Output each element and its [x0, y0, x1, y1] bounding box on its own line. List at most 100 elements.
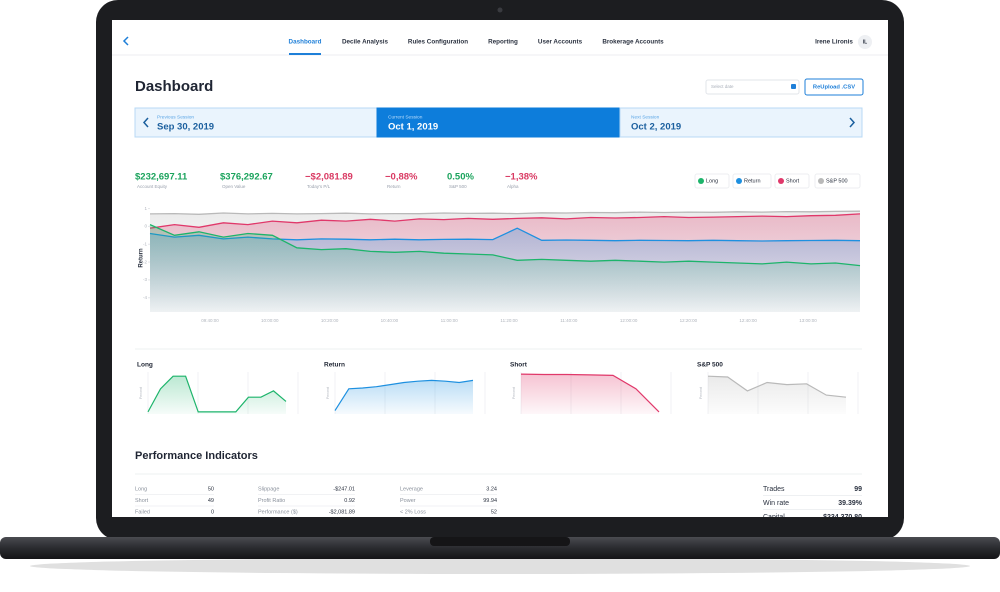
nav-item[interactable]: Dashboard [289, 39, 322, 46]
mini-chart-title: Long [137, 362, 153, 369]
metric-label: Performance ($) [258, 509, 298, 515]
shadow [30, 558, 970, 574]
metric-value: 50 [208, 486, 214, 492]
section-title: Performance Indicators [135, 450, 258, 462]
legend-label: S&P 500 [826, 178, 848, 184]
mini-y-label: Percent [512, 387, 516, 399]
mini-y-label: Percent [699, 387, 703, 399]
stat-value: 0.50% [447, 172, 474, 183]
laptop-base [0, 537, 1000, 559]
stat-label: Alpha [507, 184, 519, 189]
y-tick-label: 1 [144, 206, 147, 211]
nav-item[interactable]: Rules Configuration [408, 39, 468, 46]
nav-item[interactable]: Brokerage Accounts [602, 39, 664, 46]
nav-item[interactable]: Decile Analysis [342, 39, 388, 46]
y-axis-label: Return [139, 248, 145, 268]
metric-label: < 2% Loss [400, 509, 426, 515]
metric-label: Slippage [258, 486, 279, 492]
nav-active-underline [289, 53, 321, 55]
y-tick-label: -2 [143, 259, 147, 264]
screen-content: Dashboard Decile Analysis Rules Configurat… [112, 35, 888, 521]
series-line [520, 373, 660, 413]
mini-chart-title: Return [324, 362, 345, 369]
series-area [335, 380, 473, 414]
x-tick-label: 11:00:00 [441, 318, 459, 323]
metric-value: 52 [491, 509, 497, 515]
avatar[interactable] [858, 35, 872, 49]
legend-item[interactable] [694, 173, 730, 189]
summary-value: $234,370.80 [823, 514, 862, 521]
metric-label: Leverage [400, 486, 423, 492]
metric-label: Profit Ratio [258, 498, 285, 504]
session-label: Next Session [631, 114, 660, 120]
y-tick-label: -4 [143, 295, 147, 300]
stat-label: Return [387, 184, 401, 189]
metric-value: 3.24 [486, 486, 497, 492]
camera [497, 7, 503, 13]
upload-button[interactable] [804, 78, 864, 96]
stat-label: Today's P/L [307, 184, 331, 189]
x-tick-label: 10:20:00 [321, 318, 339, 323]
stat-value: −1,38% [505, 172, 538, 183]
x-tick-label: 10:40:00 [381, 318, 399, 323]
session-label: Current Session [388, 114, 423, 120]
metric-value: -$247.01 [333, 486, 355, 492]
metric-label: Failed [135, 509, 150, 515]
summary-label: Capital [763, 514, 785, 521]
mini-y-label: Percent [326, 387, 330, 399]
series-line [149, 213, 861, 229]
legend-swatch [818, 178, 824, 184]
nav-item[interactable]: User Accounts [538, 39, 583, 46]
metric-value: 0.92 [344, 498, 355, 504]
stat-value: −$2,081.89 [305, 172, 353, 183]
session-label: Previous Session [157, 114, 194, 120]
session-date: Oct 1, 2019 [388, 122, 438, 133]
metric-value: 99.94 [483, 498, 497, 504]
session-tab[interactable] [619, 107, 863, 138]
legend-label: Short [786, 178, 800, 184]
summary-label: Win rate [763, 500, 789, 507]
date-input[interactable] [705, 79, 800, 95]
series-line [149, 224, 861, 267]
nav-item[interactable]: Reporting [488, 39, 518, 46]
x-tick-label: 13:00:00 [799, 318, 817, 323]
next-arrow[interactable] [849, 117, 856, 128]
x-tick-label: 12:00:00 [620, 318, 638, 323]
legend-item[interactable] [732, 173, 772, 189]
session-tab[interactable] [134, 107, 378, 138]
metric-label: Power [400, 498, 416, 504]
x-tick-label: 11:40:00 [560, 318, 578, 323]
metric-label: Short [135, 498, 149, 504]
session-date: Oct 2, 2019 [631, 122, 681, 133]
base-notch [430, 537, 570, 546]
series-area [148, 376, 286, 414]
series-area [708, 376, 846, 414]
avatar-initials: IL [863, 39, 867, 45]
y-tick-label: 0 [144, 224, 147, 229]
legend-label: Return [744, 178, 761, 184]
user-name[interactable]: Irene Lironis [815, 39, 853, 46]
stat-value: −0,88% [385, 172, 418, 183]
legend-label: Long [706, 178, 718, 184]
back-arrow[interactable] [122, 36, 129, 46]
session-tab [376, 107, 621, 138]
legend-swatch [736, 178, 742, 184]
x-tick-label: 12:20:00 [680, 318, 698, 323]
x-tick-label: 09:40:00 [201, 318, 219, 323]
stat-label: S&P 500 [449, 184, 467, 189]
mini-y-label: Percent [139, 387, 143, 399]
legend-swatch [778, 178, 784, 184]
metric-label: Long [135, 486, 147, 492]
y-tick-label: -1 [143, 241, 147, 246]
series-line [334, 379, 474, 411]
summary-value: 99 [854, 486, 862, 493]
legend-item[interactable] [774, 173, 810, 189]
upload-button-label: ReUpload .CSV [813, 85, 855, 91]
legend-item[interactable] [814, 173, 861, 189]
prev-arrow[interactable] [142, 117, 149, 128]
stat-value: $232,697.11 [135, 172, 188, 183]
mini-chart-title: Short [510, 362, 528, 369]
